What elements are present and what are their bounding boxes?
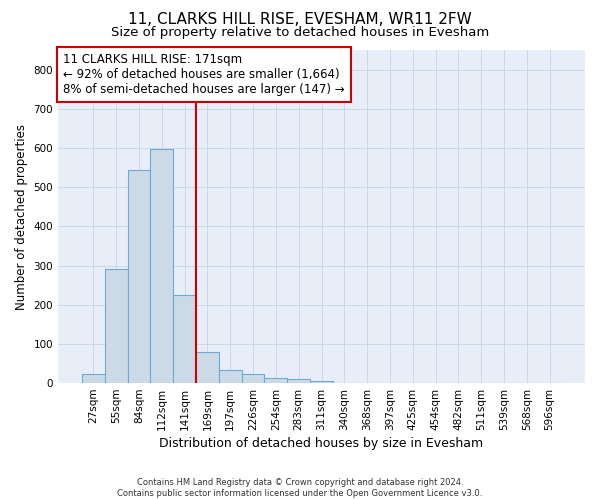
Bar — [151, 148, 173, 383]
Bar — [128, 170, 151, 383]
Bar — [173, 296, 196, 383]
Bar — [265, 378, 287, 383]
Bar — [105, 270, 128, 383]
Bar — [196, 352, 219, 383]
Text: 11, CLARKS HILL RISE, EVESHAM, WR11 2FW: 11, CLARKS HILL RISE, EVESHAM, WR11 2FW — [128, 12, 472, 28]
Text: Size of property relative to detached houses in Evesham: Size of property relative to detached ho… — [111, 26, 489, 39]
Bar — [287, 379, 310, 383]
Bar — [219, 370, 242, 383]
Y-axis label: Number of detached properties: Number of detached properties — [15, 124, 28, 310]
Bar — [82, 374, 105, 383]
Text: 11 CLARKS HILL RISE: 171sqm
← 92% of detached houses are smaller (1,664)
8% of s: 11 CLARKS HILL RISE: 171sqm ← 92% of det… — [64, 54, 345, 96]
Bar — [242, 374, 265, 383]
X-axis label: Distribution of detached houses by size in Evesham: Distribution of detached houses by size … — [160, 437, 484, 450]
Text: Contains HM Land Registry data © Crown copyright and database right 2024.
Contai: Contains HM Land Registry data © Crown c… — [118, 478, 482, 498]
Bar — [310, 380, 333, 383]
